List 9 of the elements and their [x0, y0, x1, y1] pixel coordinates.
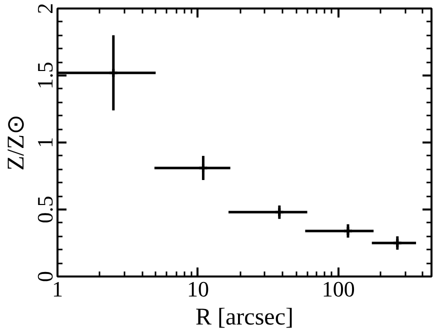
x-tick-label: 10 — [186, 276, 209, 302]
y-axis-title: Z/Z⊙ — [4, 114, 30, 170]
y-tick-label: 1.5 — [32, 62, 58, 90]
y-tick-label: 0 — [32, 271, 58, 282]
x-axis-title: R [arcsec] — [196, 304, 294, 330]
x-tick-label: 100 — [322, 276, 355, 302]
y-tick-label: 0.5 — [32, 196, 58, 224]
y-tick-label: 2 — [32, 3, 58, 14]
y-tick-label: 1 — [32, 137, 58, 148]
